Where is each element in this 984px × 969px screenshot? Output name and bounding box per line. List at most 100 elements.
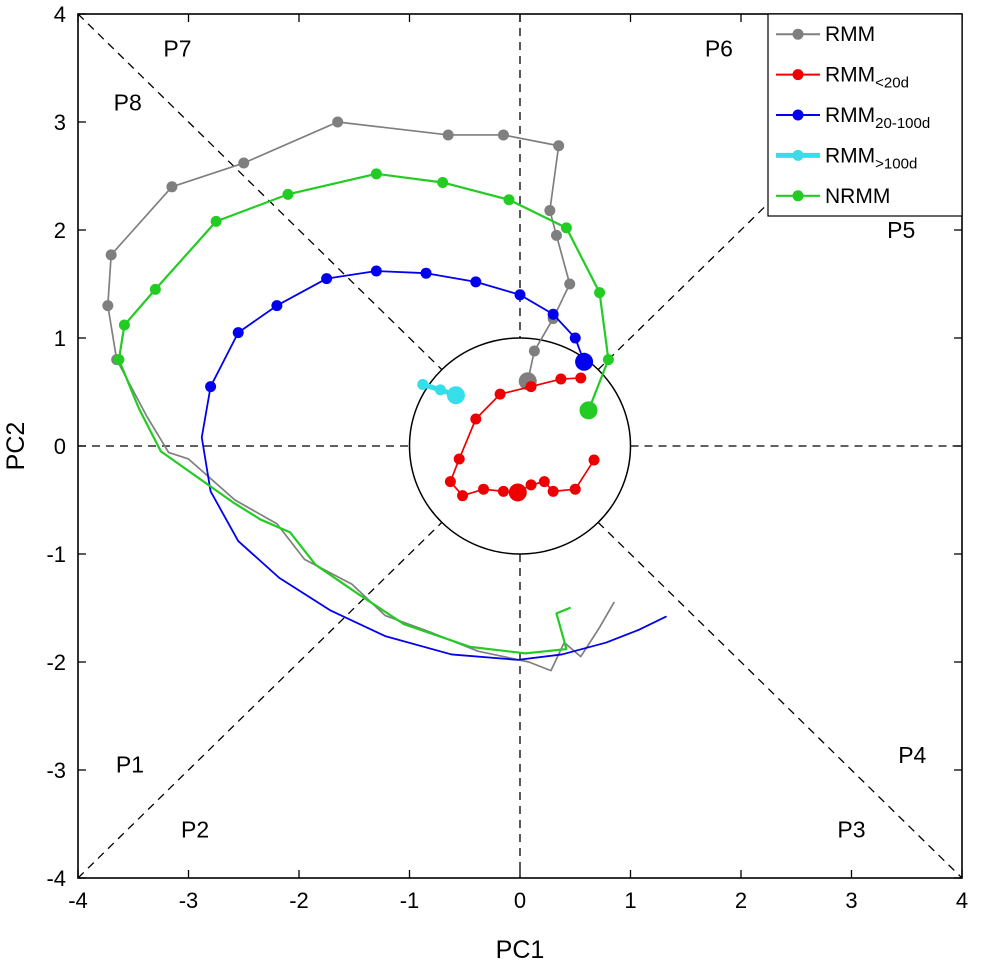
legend-label-RMM_gt_100d: RMM>100d (825, 144, 917, 172)
series-endpoint-NRMM (579, 401, 598, 420)
legend-marker-RMM (792, 28, 804, 40)
series-marker-RMM_lt_20d (569, 483, 581, 495)
y-tick-label: -1 (46, 542, 66, 567)
x-tick-label: 2 (735, 888, 747, 913)
phase-label-p1: P1 (116, 752, 144, 778)
series-marker-NRMM (282, 188, 294, 200)
series-marker-RMM_lt_20d (478, 483, 490, 495)
series-marker-RMM_20_100d (271, 300, 283, 312)
series-marker-RMM_20_100d (547, 308, 559, 320)
y-tick-label: 0 (54, 434, 66, 459)
phase-label-p8: P8 (114, 90, 142, 116)
legend-marker-RMM_gt_100d (792, 149, 804, 161)
legend-label-RMM_20_100d: RMM20-100d (825, 104, 930, 132)
series-endpoint-RMM_lt_20d (508, 483, 527, 502)
series-marker-RMM_lt_20d (525, 479, 537, 491)
series-marker-RMM_lt_20d (525, 381, 537, 393)
series-marker-RMM_20_100d (370, 265, 382, 277)
series-marker-RMM_20_100d (514, 289, 526, 301)
legend-item-NRMM: NRMM (776, 185, 890, 208)
series-marker-RMM_lt_20d (470, 413, 482, 425)
series-marker-RMM_lt_20d (444, 476, 456, 488)
series-marker-RMM (550, 229, 562, 241)
series-marker-RMM (553, 140, 565, 152)
series-marker-RMM_lt_20d (453, 453, 465, 465)
x-tick-label: 0 (514, 888, 526, 913)
series-marker-NRMM (118, 319, 130, 331)
x-tick-label: 1 (624, 888, 636, 913)
series-marker-RMM (528, 345, 540, 357)
series-marker-RMM_gt_100d (417, 378, 429, 390)
series-marker-NRMM (503, 194, 515, 206)
series-marker-RMM_20_100d (420, 267, 432, 279)
series-marker-RMM (442, 129, 454, 141)
series-marker-RMM (544, 205, 556, 217)
unit-circle (408, 337, 632, 555)
legend-item-RMM_20_100d: RMM20-100d (776, 104, 930, 132)
series-marker-RMM (102, 300, 114, 312)
series-marker-RMM_20_100d (232, 327, 244, 339)
series-marker-RMM (166, 181, 178, 193)
series-marker-RMM_20_100d (470, 276, 482, 288)
series-marker-RMM_gt_100d (434, 384, 446, 396)
legend-marker-RMM_lt_20d (792, 69, 804, 81)
phase-label-p5: P5 (887, 217, 915, 243)
phase-guide-line (77, 13, 443, 371)
x-tick-label: -3 (179, 888, 199, 913)
legend-label-NRMM: NRMM (825, 185, 890, 208)
series-marker-RMM_lt_20d (575, 372, 587, 384)
series-line-RMM_20_100d (200, 270, 667, 661)
series-marker-RMM_lt_20d (494, 388, 506, 400)
y-axis-label: PC2 (2, 422, 30, 471)
legend-item-RMM: RMM (776, 23, 875, 46)
x-tick-label: -4 (68, 888, 88, 913)
y-tick-label: -4 (46, 866, 66, 891)
phase-label-p7: P7 (163, 36, 191, 62)
series-marker-RMM_lt_20d (555, 373, 567, 385)
series-endpoint-RMM_20_100d (575, 352, 594, 371)
y-tick-label: -2 (46, 650, 66, 675)
series-marker-RMM (105, 249, 117, 261)
x-axis-label: PC1 (496, 936, 545, 964)
series-marker-NRMM (370, 168, 382, 180)
phase-label-p3: P3 (837, 816, 865, 842)
phase-guide-line (597, 521, 963, 879)
legend-item-RMM_gt_100d: RMM>100d (776, 144, 917, 172)
series-marker-RMM (332, 116, 344, 128)
x-tick-label: -2 (289, 888, 309, 913)
legend-marker-RMM_20_100d (792, 109, 804, 121)
phase-label-p4: P4 (898, 742, 926, 768)
legend-marker-NRMM (792, 190, 804, 202)
series-marker-RMM (238, 157, 250, 169)
series-marker-RMM_lt_20d (588, 454, 600, 466)
legend-item-RMM_lt_20d: RMM<20d (776, 64, 909, 92)
series-marker-NRMM (113, 354, 125, 366)
phase-label-p6: P6 (705, 36, 733, 62)
y-tick-label: 2 (54, 218, 66, 243)
x-tick-label: -1 (400, 888, 420, 913)
phase-label-p2: P2 (181, 816, 209, 842)
series-marker-RMM_lt_20d (538, 476, 550, 488)
legend-label-RMM: RMM (825, 23, 875, 46)
y-tick-label: 1 (54, 326, 66, 351)
series-marker-NRMM (602, 354, 614, 366)
series-marker-NRMM (437, 176, 449, 188)
series-endpoint-RMM_gt_100d (446, 386, 465, 405)
series-marker-NRMM (560, 222, 572, 234)
series-marker-NRMM (149, 283, 161, 295)
y-tick-label: 4 (54, 2, 66, 27)
series-marker-RMM_20_100d (321, 273, 333, 285)
series-marker-RMM_lt_20d (457, 490, 469, 502)
series-marker-RMM_20_100d (569, 332, 581, 344)
y-tick-label: 3 (54, 110, 66, 135)
series-marker-RMM_lt_20d (547, 485, 559, 497)
series-marker-RMM_lt_20d (497, 485, 509, 497)
series-marker-RMM_20_100d (205, 381, 217, 393)
legend-label-RMM_lt_20d: RMM<20d (825, 64, 909, 92)
y-tick-label: -3 (46, 758, 66, 783)
x-tick-label: 4 (956, 888, 968, 913)
series-line-RMM_lt_20d (449, 377, 595, 497)
series-marker-NRMM (594, 287, 606, 299)
